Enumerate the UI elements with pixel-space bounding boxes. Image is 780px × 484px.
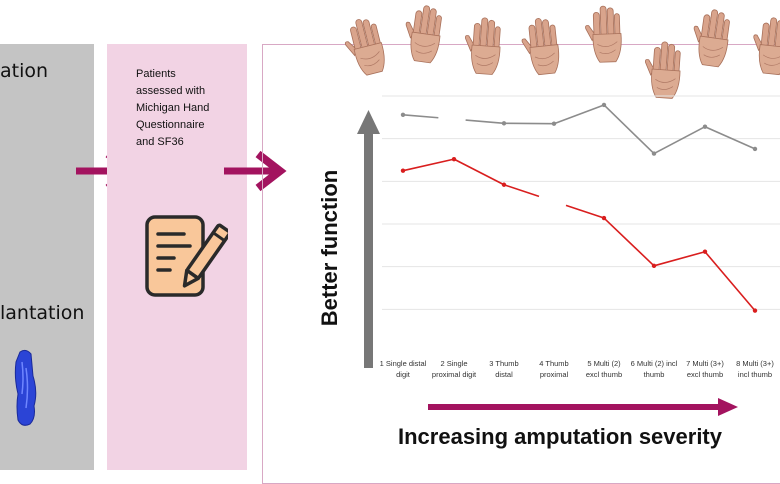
x-axis-arrow	[428, 398, 738, 416]
tick-label: 7 Multi (3+)excl thumb	[686, 359, 724, 379]
series-1-segment	[604, 218, 654, 266]
tick-label: 8 Multi (3+)incl thumb	[736, 359, 774, 379]
series-0-point	[703, 125, 707, 129]
series-0-segment	[604, 105, 654, 154]
series-1-segment	[654, 252, 705, 266]
x-axis-title: Increasing amputation severity	[398, 424, 722, 450]
series-0-point	[652, 151, 656, 155]
chart-grid	[382, 96, 780, 309]
series-1-point	[452, 157, 456, 161]
series-1-point	[703, 250, 707, 254]
series-0-segment	[654, 127, 705, 154]
series-0-point	[401, 113, 405, 117]
series-1-segment	[403, 159, 454, 171]
series-1-segment	[705, 252, 755, 311]
series-1-segment	[566, 205, 604, 218]
series-1-point	[652, 264, 656, 268]
y-axis-title: Better function	[317, 170, 343, 326]
series-0-point	[602, 103, 606, 107]
series-1-point	[502, 183, 506, 187]
series-1-point	[401, 168, 405, 172]
tick-label: 5 Multi (2)excl thumb	[586, 359, 622, 379]
series-1-point	[602, 216, 606, 220]
series-0-segment	[466, 120, 504, 123]
series-1-point	[753, 308, 757, 312]
y-axis-arrow	[357, 110, 380, 368]
series-0-segment	[554, 105, 604, 124]
series-0-point	[552, 122, 556, 126]
series-0-point	[753, 147, 757, 151]
chart-series	[401, 103, 757, 313]
series-0-segment	[403, 115, 438, 118]
series-0-segment	[705, 127, 755, 149]
series-1-segment	[504, 185, 539, 197]
series-0-point	[502, 121, 506, 125]
